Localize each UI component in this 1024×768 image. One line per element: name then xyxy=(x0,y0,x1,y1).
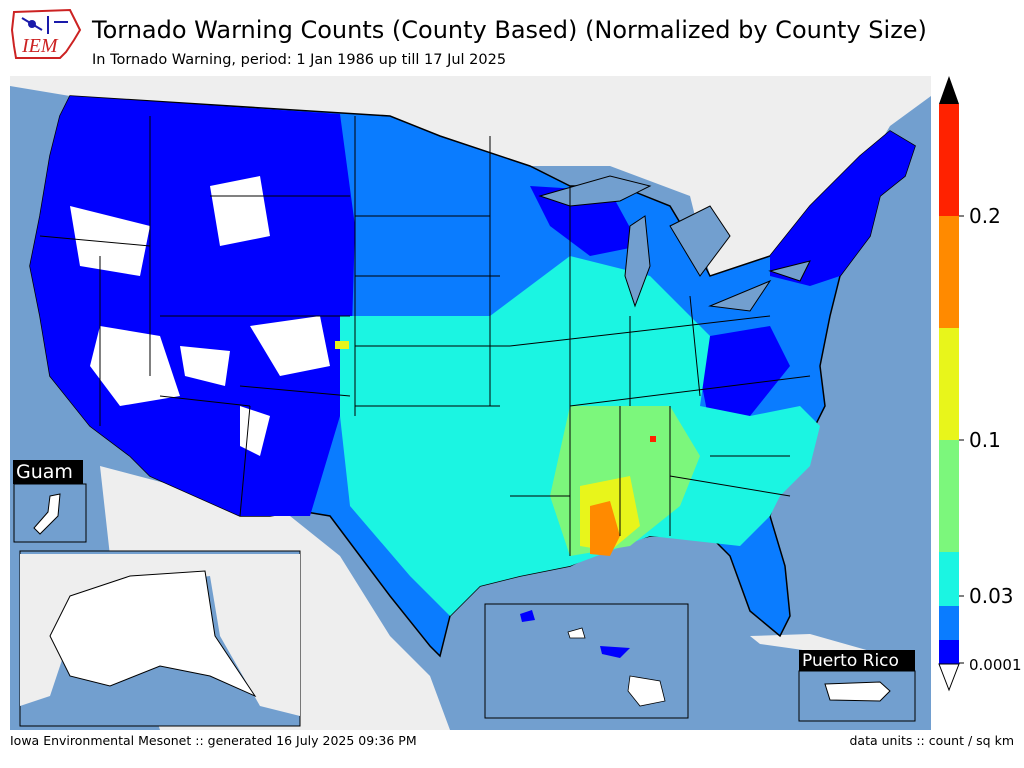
no-data-patches xyxy=(70,176,330,456)
colorbar-bin xyxy=(939,440,959,552)
colorbar-bin xyxy=(939,606,959,640)
page-subtitle: In Tornado Warning, period: 1 Jan 1986 u… xyxy=(92,52,507,68)
puerto-rico-label: Puerto Rico xyxy=(802,651,899,671)
colorbar-tick-label: 0.03 xyxy=(969,584,1014,608)
alaska-inset xyxy=(19,550,301,727)
region-appalachia xyxy=(700,326,790,426)
guam-inset: Guam xyxy=(13,460,87,543)
colorbar-under-triangle xyxy=(938,663,960,692)
page-title: Tornado Warning Counts (County Based) (N… xyxy=(92,16,927,44)
alabama-red xyxy=(650,436,656,442)
footer-credit: Iowa Environmental Mesonet :: generated … xyxy=(10,733,417,748)
hawaii-inset xyxy=(484,603,689,719)
puerto-rico-inset: Puerto Rico xyxy=(798,650,916,722)
great-lakes xyxy=(538,175,811,312)
colorbar-bin xyxy=(939,328,959,440)
colorbar-bin xyxy=(939,104,959,216)
tornado-warning-map: Guam Puerto Rico xyxy=(10,76,931,730)
region-orange xyxy=(590,501,620,556)
svg-text:IEM: IEM xyxy=(21,35,59,57)
state-borders xyxy=(39,116,811,556)
footer-units: data units :: count / sq km xyxy=(849,733,1015,748)
colorbar: 0.0001 0.03 0.1 0.2 xyxy=(938,76,1022,692)
region-upper-midwest xyxy=(530,186,640,256)
colorbar-tick-label: 0.2 xyxy=(969,204,1001,228)
colorbar-tick-label: 0.1 xyxy=(969,428,1001,452)
iem-logo: IEM xyxy=(10,8,82,59)
colorbar-over-triangle xyxy=(939,76,959,104)
colorbar-bin xyxy=(939,552,959,606)
colorbar-tick-label: 0.0001 xyxy=(969,656,1022,674)
region-west xyxy=(30,96,355,516)
colorbar-bin xyxy=(939,640,959,664)
region-northeast xyxy=(770,131,915,286)
guam-label: Guam xyxy=(16,461,73,483)
colorado-yellow xyxy=(335,341,349,349)
colorbar-bin xyxy=(939,216,959,328)
